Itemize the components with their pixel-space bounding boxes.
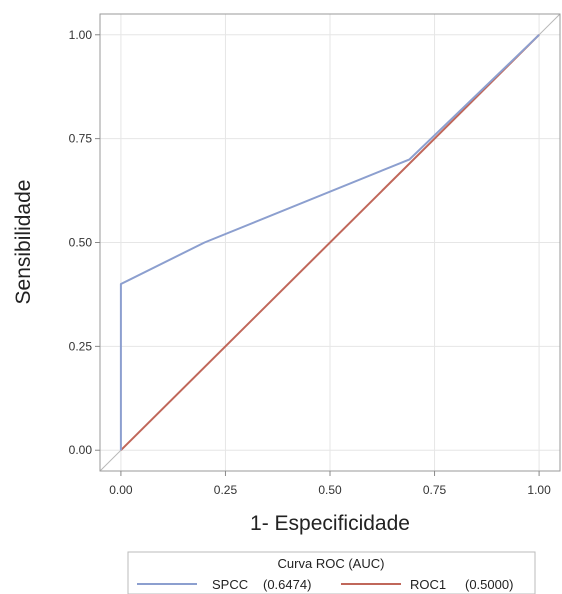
legend-label-roc1: ROC1 (410, 577, 446, 592)
x-axis-title: 1- Especificidade (250, 512, 410, 535)
legend-label-spcc: SPCC (212, 577, 248, 592)
legend-box (127, 551, 536, 594)
legend: Curva ROC (AUC) SPCC (0.6474) ROC1 (0.5000) (127, 551, 536, 594)
legend-entries: SPCC (0.6474) ROC1 (0.5000) (137, 577, 513, 592)
y-tick-label: 0.75 (69, 132, 93, 146)
x-tick-label: 0.50 (318, 483, 342, 497)
x-tick-label: 0.25 (214, 483, 238, 497)
y-tick-label: 1.00 (69, 28, 93, 42)
series-group (119, 34, 540, 451)
x-tick-label: 1.00 (527, 483, 551, 497)
legend-title: Curva ROC (AUC) (278, 556, 385, 571)
series-line-spcc (119, 34, 540, 451)
legend-auc-roc1: (0.5000) (465, 577, 513, 592)
y-tick-label: 0.00 (69, 443, 93, 457)
y-axis-title: Sensibilidade (12, 180, 35, 305)
grid (100, 14, 560, 471)
y-tick-label: 0.25 (69, 339, 93, 353)
x-tick-label: 0.00 (109, 483, 133, 497)
series-line-roc1 (120, 34, 540, 451)
y-axis-ticks: 0.00 0.25 0.50 0.75 1.00 (69, 28, 100, 457)
y-tick-label: 0.50 (69, 236, 93, 250)
legend-auc-spcc: (0.6474) (263, 577, 311, 592)
x-axis-ticks: 0.00 0.25 0.50 0.75 1.00 (109, 471, 551, 497)
x-tick-label: 0.75 (423, 483, 447, 497)
